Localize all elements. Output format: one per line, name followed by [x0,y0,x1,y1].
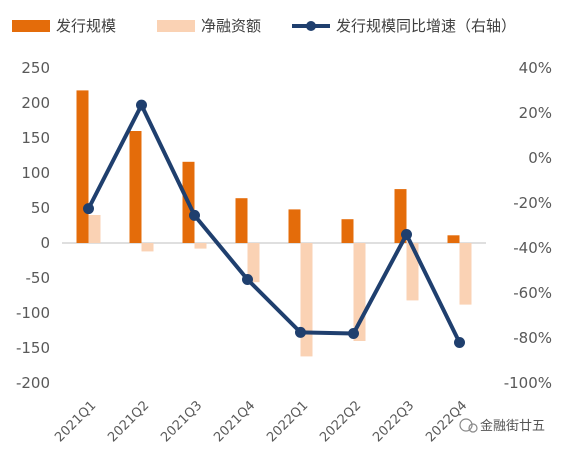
bars [76,90,472,357]
bar-issuance-0 [76,90,89,244]
left-tick-label: -150 [16,339,50,357]
right-axis-ticks: 40% 20% 0% -20% -40% -60% -80% -100% [504,59,552,392]
legend: 发行规模 净融资额 发行规模同比增速（右轴） [12,17,516,35]
growth-point-2 [189,209,200,221]
left-tick-label: 150 [21,129,50,147]
bar-issuance-6 [394,189,407,243]
bar-issuance-4 [288,209,301,243]
bar-issuance-7 [447,235,460,243]
growth-point-5 [348,328,359,339]
right-tick-label: 40% [519,59,552,77]
bar-issuance-3 [235,198,248,243]
watermark-text: 金融街廿五 [480,418,545,434]
growth-point-0 [83,203,94,215]
right-tick-label: -60% [513,284,552,302]
right-tick-label: -20% [513,194,552,212]
wechat-icon [459,418,473,432]
legend-label-1: 净融资额 [201,17,261,35]
watermark: 金融街廿五 [459,418,545,434]
left-tick-label: 100 [21,164,50,182]
x-tick-label: 2022Q1 [264,398,311,445]
bar-net-financing-4 [300,243,313,357]
x-tick-label: 2021Q4 [211,398,258,445]
bar-net-financing-7 [459,243,472,305]
x-axis-ticks: 2021Q1 2021Q2 2021Q3 2021Q4 2022Q1 2022Q2 2022… [52,398,470,445]
legend-label-2: 发行规模同比增速（右轴） [336,17,516,35]
right-tick-label: -40% [513,239,552,257]
left-tick-label: -200 [16,374,50,392]
bar-net-financing-0 [88,215,101,243]
legend-swatch-marker [306,21,316,31]
legend-swatch-0 [12,20,50,32]
x-tick-label: 2021Q2 [105,398,152,445]
bar-issuance-1 [129,131,142,243]
right-tick-label: -80% [513,329,552,347]
bar-net-financing-3 [247,243,260,283]
left-tick-label: 200 [21,94,50,112]
growth-point-4 [295,326,306,338]
left-axis-ticks: 250 200 150 100 50 0 -50 -100 -150 -200 [16,59,50,392]
legend-label-0: 发行规模 [56,17,116,35]
left-tick-label: -100 [16,304,50,322]
x-tick-label: 2022Q3 [370,398,417,445]
growth-point-7 [454,337,465,348]
bar-net-financing-1 [141,243,154,252]
right-tick-label: 0% [528,149,552,167]
growth-line [86,103,462,344]
left-tick-label: 0 [40,234,50,252]
left-tick-label: -50 [26,269,51,287]
growth-point-1 [136,99,147,111]
left-tick-label: 250 [21,59,50,77]
bar-net-financing-2 [194,243,207,249]
growth-point-3 [242,274,253,285]
legend-swatch-1 [157,20,195,32]
legend-item-1: 净融资额 [157,17,261,35]
left-tick-label: 50 [31,199,50,217]
bar-issuance-5 [341,219,354,243]
x-tick-label: 2021Q3 [158,398,205,445]
x-tick-label: 2022Q4 [423,398,470,445]
right-tick-label: -100% [504,374,552,392]
right-tick-label: 20% [519,104,552,122]
legend-item-0: 发行规模 [12,17,116,35]
growth-point-6 [401,229,412,240]
x-tick-label: 2022Q2 [317,398,364,445]
growth-line-series [83,99,465,348]
legend-item-2: 发行规模同比增速（右轴） [292,17,516,35]
x-tick-label: 2021Q1 [52,398,99,445]
